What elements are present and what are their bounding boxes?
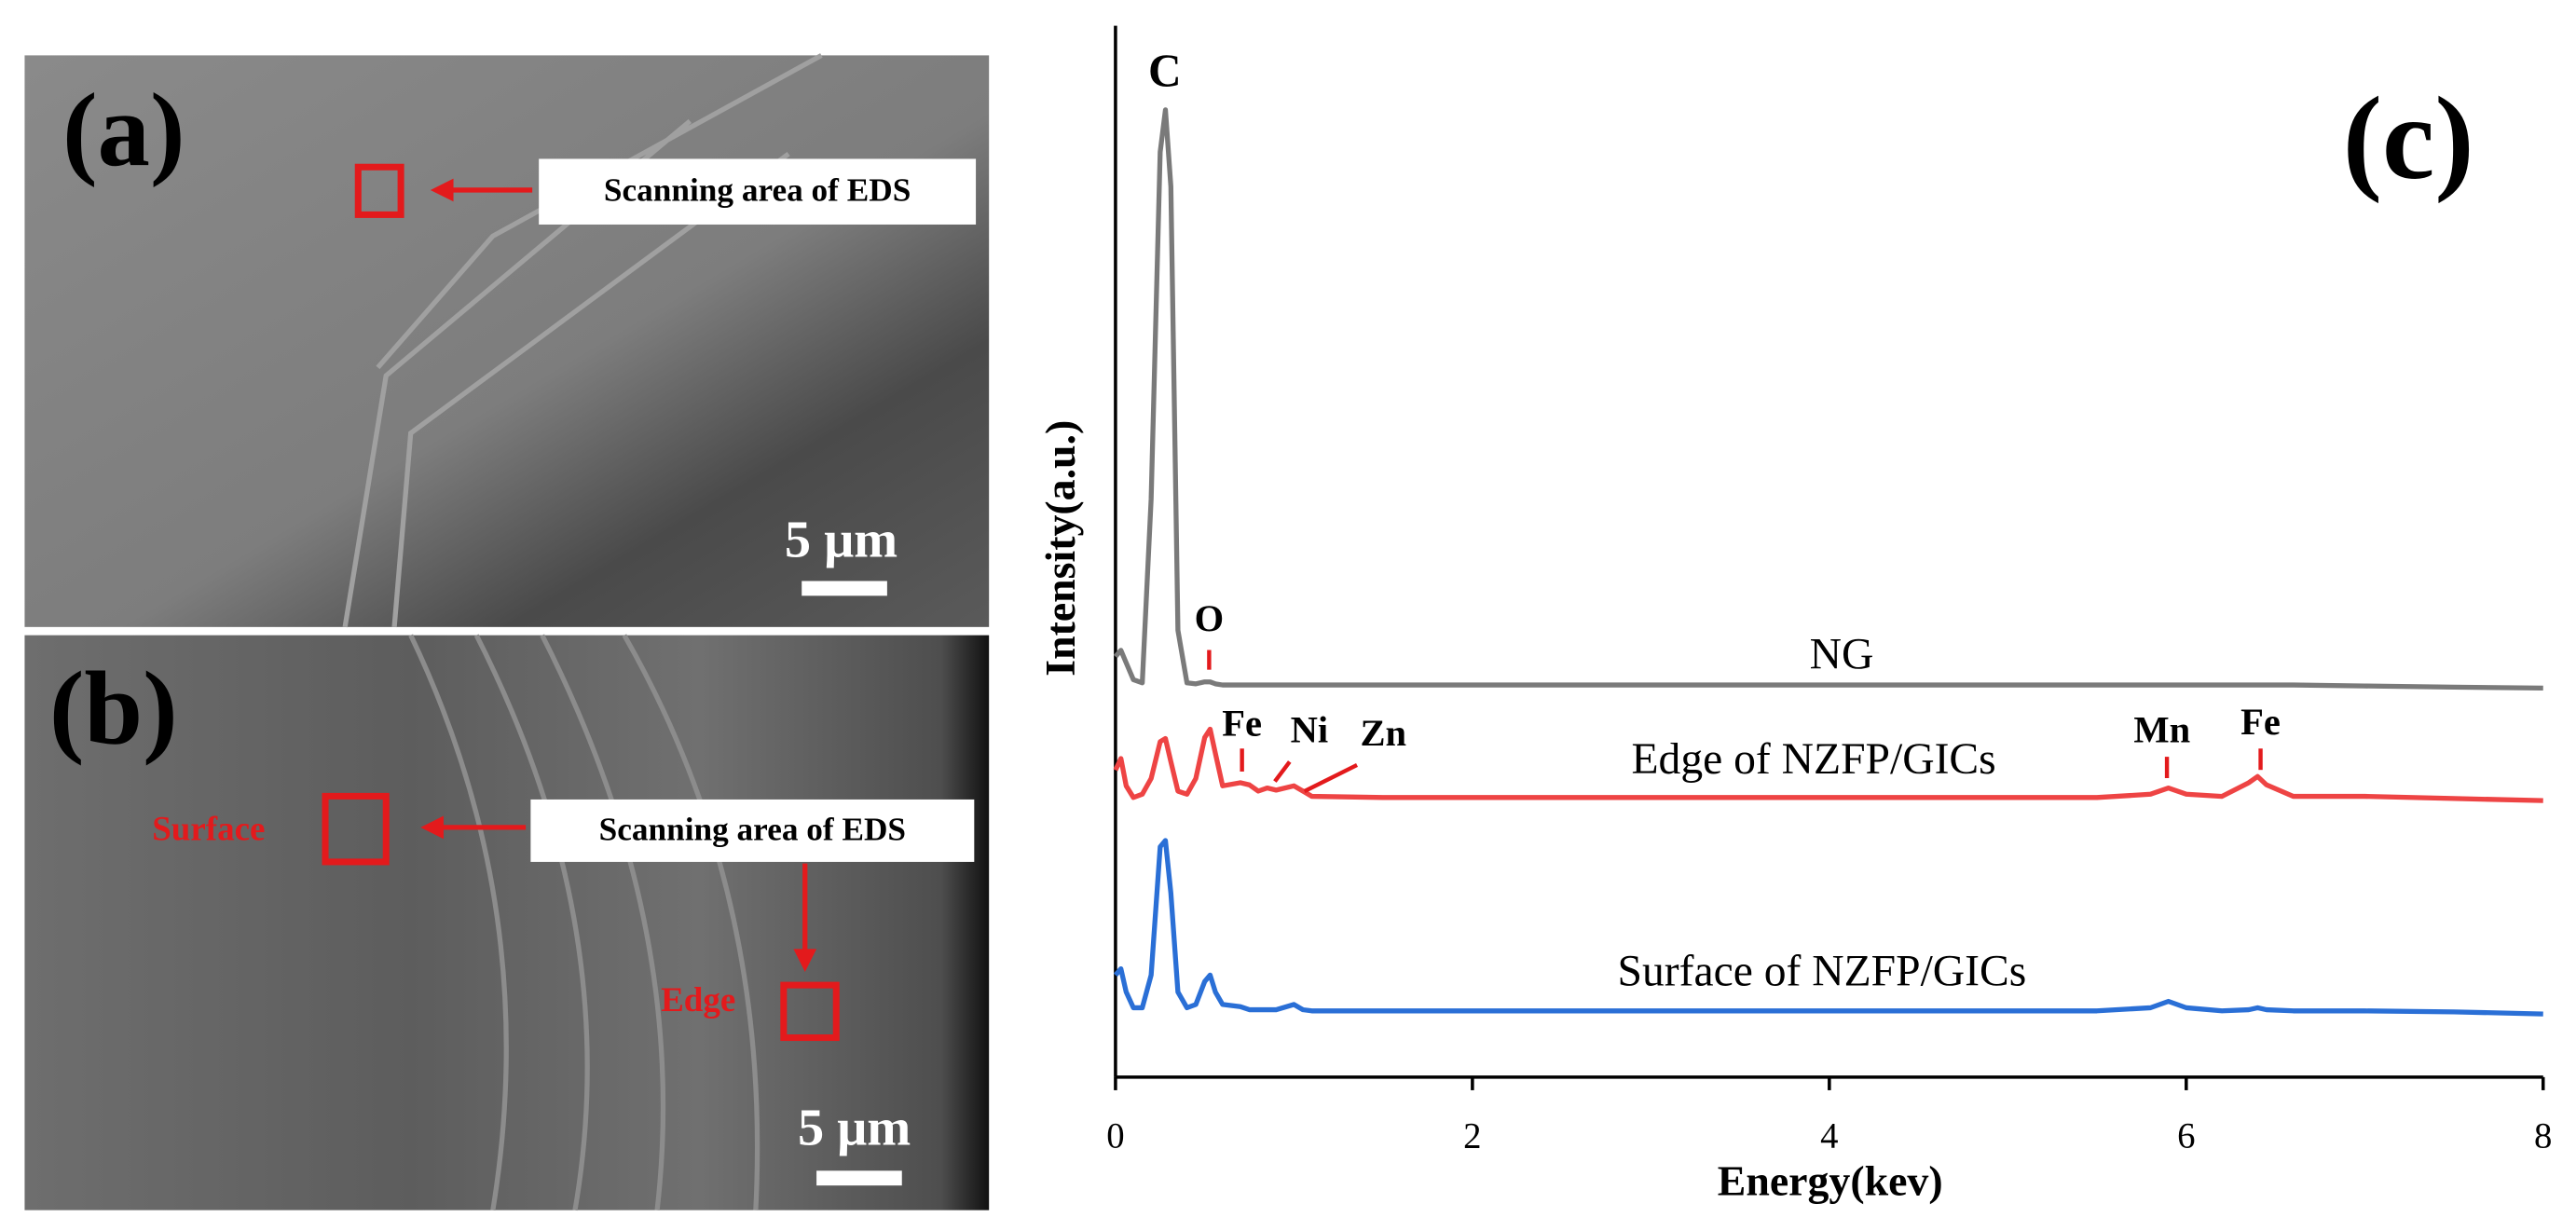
callout: Scanning area of EDS bbox=[604, 172, 911, 209]
callout-box bbox=[539, 158, 977, 225]
callout-box bbox=[530, 799, 975, 862]
peak-label: Fe bbox=[1222, 703, 1262, 745]
arrowhead bbox=[793, 949, 817, 973]
scale-bar-label: 5 μm bbox=[785, 512, 897, 569]
panel-label: (c) bbox=[2343, 74, 2474, 204]
series-label: Edge of NZFP/GICs bbox=[1631, 735, 1995, 784]
y-axis-label: Intensity(a.u.) bbox=[1036, 420, 1084, 677]
series-line bbox=[1113, 838, 2543, 1017]
peak-marker bbox=[1303, 762, 1359, 794]
x-tick-label: 2 bbox=[1463, 1116, 1481, 1156]
scan-box bbox=[354, 163, 404, 218]
sem-texture bbox=[408, 634, 760, 1211]
arrowhead bbox=[430, 178, 454, 202]
scale-bar bbox=[802, 581, 887, 596]
series-line bbox=[1113, 726, 2543, 803]
x-tick-label: 6 bbox=[2177, 1116, 2195, 1156]
sem-image-b bbox=[24, 635, 990, 1210]
region-label: Surface bbox=[152, 811, 265, 849]
panel-label: (a) bbox=[62, 72, 185, 188]
scan-box bbox=[780, 981, 840, 1042]
series-label: NG bbox=[1810, 630, 1874, 678]
region-label: Edge bbox=[661, 981, 735, 1019]
scale-bar bbox=[816, 1170, 902, 1186]
x-tick-label: 4 bbox=[1820, 1116, 1838, 1156]
sem-image-a bbox=[24, 55, 990, 627]
arrowhead bbox=[420, 815, 444, 840]
callout: Scanning area of EDS bbox=[599, 811, 906, 847]
x-axis-label: Energy(kev) bbox=[1718, 1157, 1943, 1205]
peak-label: C bbox=[1148, 45, 1182, 96]
scan-box bbox=[322, 792, 390, 866]
peak-label: O bbox=[1195, 597, 1225, 639]
x-tick-label: 8 bbox=[2534, 1116, 2552, 1156]
peak-label: Ni bbox=[1291, 709, 1329, 751]
series-label: Surface of NZFP/GICs bbox=[1618, 947, 2027, 995]
peak-label: Zn bbox=[1360, 712, 1406, 754]
panel-label: (b) bbox=[49, 650, 178, 766]
peak-label: Fe bbox=[2240, 701, 2281, 743]
series-line bbox=[1113, 107, 2543, 691]
x-tick-label: 0 bbox=[1106, 1116, 1124, 1156]
peak-marker bbox=[1273, 760, 1292, 783]
peak-label: Mn bbox=[2133, 709, 2190, 751]
scale-bar-label: 5 μm bbox=[798, 1100, 911, 1157]
